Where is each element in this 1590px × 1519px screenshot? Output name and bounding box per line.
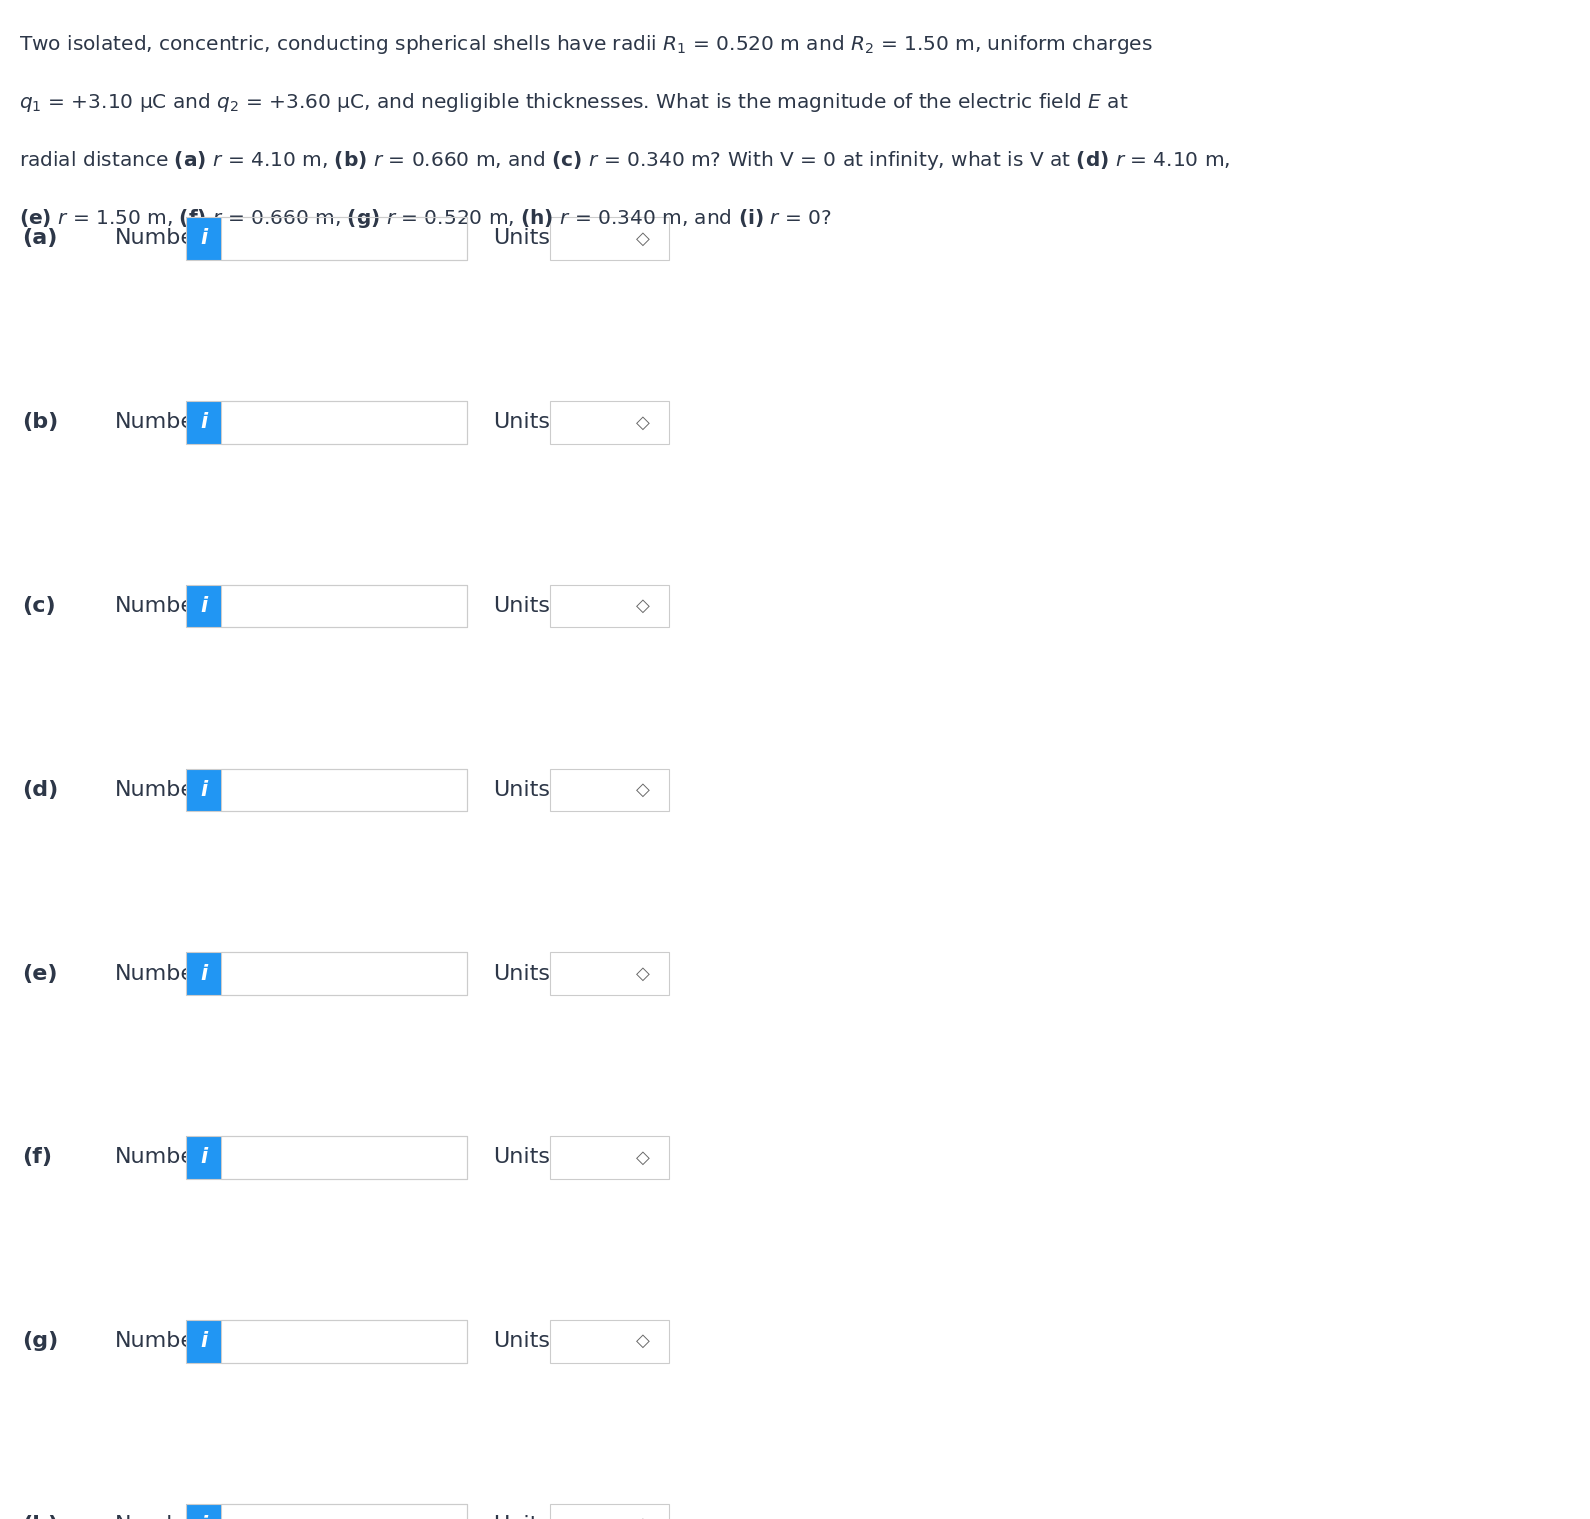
Bar: [221, 952, 467, 995]
Text: i: i: [200, 228, 207, 249]
Text: Number: Number: [114, 228, 204, 249]
Bar: [186, 585, 221, 627]
Bar: [186, 769, 221, 811]
Text: Number: Number: [114, 1331, 204, 1352]
Text: Units: Units: [493, 1331, 550, 1352]
Text: ◇: ◇: [636, 1332, 650, 1350]
Text: (e): (e): [22, 963, 57, 984]
Text: Number: Number: [114, 963, 204, 984]
Text: Units: Units: [493, 963, 550, 984]
Bar: [186, 769, 467, 811]
Text: i: i: [200, 595, 207, 617]
Text: i: i: [200, 1514, 207, 1519]
Text: ◇: ◇: [636, 1516, 650, 1519]
Text: (h): (h): [22, 1514, 59, 1519]
Bar: [550, 1320, 669, 1363]
Bar: [221, 585, 467, 627]
Bar: [221, 1136, 467, 1179]
Text: $\mathbf{(e)}$ $r$ = 1.50 m, $\mathbf{(f)}$ $r$ = 0.660 m, $\mathbf{(g)}$ $r$ = : $\mathbf{(e)}$ $r$ = 1.50 m, $\mathbf{(f…: [19, 207, 832, 229]
Text: ◇: ◇: [636, 229, 650, 248]
Text: (c): (c): [22, 595, 56, 617]
Bar: [186, 1136, 221, 1179]
Text: Units: Units: [493, 228, 550, 249]
Bar: [186, 1504, 221, 1519]
Text: i: i: [200, 779, 207, 801]
Bar: [550, 952, 669, 995]
Bar: [550, 217, 669, 260]
Text: (f): (f): [22, 1147, 52, 1168]
Bar: [221, 1320, 467, 1363]
Text: ◇: ◇: [636, 965, 650, 983]
Text: Number: Number: [114, 412, 204, 433]
Text: Number: Number: [114, 779, 204, 801]
Bar: [221, 1504, 467, 1519]
Text: ◇: ◇: [636, 781, 650, 799]
Text: i: i: [200, 963, 207, 984]
Text: Units: Units: [493, 595, 550, 617]
Text: Units: Units: [493, 1147, 550, 1168]
Bar: [550, 401, 669, 444]
Bar: [186, 952, 221, 995]
Text: Units: Units: [493, 412, 550, 433]
Text: (g): (g): [22, 1331, 59, 1352]
Text: Units: Units: [493, 1514, 550, 1519]
Text: ◇: ◇: [636, 413, 650, 431]
Text: ◇: ◇: [636, 597, 650, 615]
Text: ◇: ◇: [636, 1148, 650, 1167]
Text: Number: Number: [114, 1514, 204, 1519]
Bar: [550, 1504, 669, 1519]
Text: radial distance $\mathbf{(a)}$ $r$ = 4.10 m, $\mathbf{(b)}$ $r$ = 0.660 m, and $: radial distance $\mathbf{(a)}$ $r$ = 4.1…: [19, 149, 1231, 172]
Bar: [186, 1136, 467, 1179]
Text: (a): (a): [22, 228, 57, 249]
Bar: [186, 1320, 467, 1363]
Text: $q_1$ = +3.10 μC and $q_2$ = +3.60 μC, and negligible thicknesses. What is the m: $q_1$ = +3.10 μC and $q_2$ = +3.60 μC, a…: [19, 91, 1129, 114]
Bar: [186, 217, 467, 260]
Text: Number: Number: [114, 595, 204, 617]
Bar: [186, 1504, 467, 1519]
Bar: [186, 1320, 221, 1363]
Bar: [186, 585, 467, 627]
Bar: [186, 217, 221, 260]
Text: i: i: [200, 1331, 207, 1352]
Bar: [221, 769, 467, 811]
Text: i: i: [200, 412, 207, 433]
Text: (d): (d): [22, 779, 59, 801]
Bar: [186, 401, 467, 444]
Bar: [550, 769, 669, 811]
Bar: [186, 401, 221, 444]
Text: (b): (b): [22, 412, 59, 433]
Text: Two isolated, concentric, conducting spherical shells have radii $R_1$ = 0.520 m: Two isolated, concentric, conducting sph…: [19, 33, 1153, 56]
Text: Units: Units: [493, 779, 550, 801]
Text: Number: Number: [114, 1147, 204, 1168]
Bar: [186, 952, 467, 995]
Bar: [550, 585, 669, 627]
Bar: [221, 217, 467, 260]
Bar: [221, 401, 467, 444]
Bar: [550, 1136, 669, 1179]
Text: i: i: [200, 1147, 207, 1168]
